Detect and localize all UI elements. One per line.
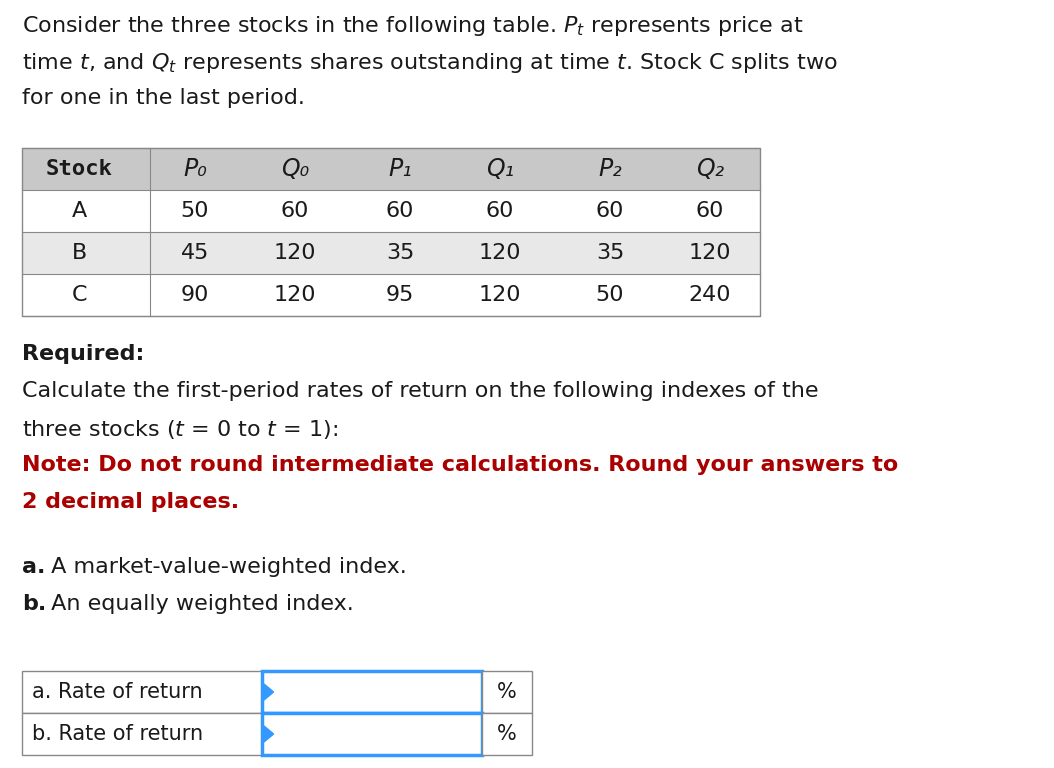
Text: 35: 35 [596,243,624,263]
Text: Consider the three stocks in the following table. $P_t$ represents price at: Consider the three stocks in the followi… [22,14,803,38]
Text: 50: 50 [180,201,210,221]
Text: %: % [497,724,516,744]
Bar [262,713,482,755]
Text: 60: 60 [280,201,309,221]
Bar [482,713,532,755]
Text: 120: 120 [479,285,522,305]
Text: An equally weighted index.: An equally weighted index. [44,594,354,614]
Text: time $t$, and $Q_t$ represents shares outstanding at time $t$. Stock C splits tw: time $t$, and $Q_t$ represents shares ou… [22,51,838,75]
Text: 90: 90 [181,285,209,305]
Text: 45: 45 [181,243,209,263]
Text: Note: Do not round intermediate calculations. Round your answers to: Note: Do not round intermediate calculat… [22,455,898,475]
Text: 60: 60 [486,201,514,221]
Text: 95: 95 [386,285,414,305]
Text: 2 decimal places.: 2 decimal places. [22,492,239,512]
Polygon shape [264,684,274,700]
Text: 60: 60 [386,201,414,221]
Bar [22,148,760,190]
Text: b. Rate of return: b. Rate of return [32,724,203,744]
Text: a.: a. [22,557,45,577]
Bar [482,671,532,713]
Text: Required:: Required: [22,344,144,364]
Text: Stock: Stock [46,159,113,179]
Bar [262,671,482,713]
Text: P₂: P₂ [598,157,622,181]
Text: P₁: P₁ [388,157,412,181]
Text: 240: 240 [688,285,731,305]
Bar [22,190,760,232]
Text: Q₁: Q₁ [486,157,514,181]
Text: B: B [72,243,87,263]
Text: 60: 60 [596,201,624,221]
Text: three stocks ($t$ = 0 to $t$ = 1):: three stocks ($t$ = 0 to $t$ = 1): [22,418,338,441]
Text: A market-value-weighted index.: A market-value-weighted index. [44,557,407,577]
Text: 120: 120 [274,243,316,263]
Text: 60: 60 [696,201,724,221]
Bar [22,671,262,713]
Text: 120: 120 [479,243,522,263]
Text: Calculate the first-period rates of return on the following indexes of the: Calculate the first-period rates of retu… [22,381,819,401]
Text: 120: 120 [274,285,316,305]
Bar [22,274,760,316]
Text: %: % [497,682,516,702]
Text: 50: 50 [596,285,624,305]
Text: A: A [72,201,87,221]
Text: 120: 120 [688,243,731,263]
Text: P₀: P₀ [183,157,207,181]
Text: C: C [72,285,87,305]
Text: 35: 35 [386,243,414,263]
Text: b.: b. [22,594,46,614]
Text: for one in the last period.: for one in the last period. [22,88,305,108]
Text: a. Rate of return: a. Rate of return [32,682,202,702]
Bar [22,713,262,755]
Bar [22,232,760,274]
Text: Q₀: Q₀ [281,157,309,181]
Polygon shape [264,726,274,742]
Bar [22,148,760,316]
Text: Q₂: Q₂ [696,157,724,181]
